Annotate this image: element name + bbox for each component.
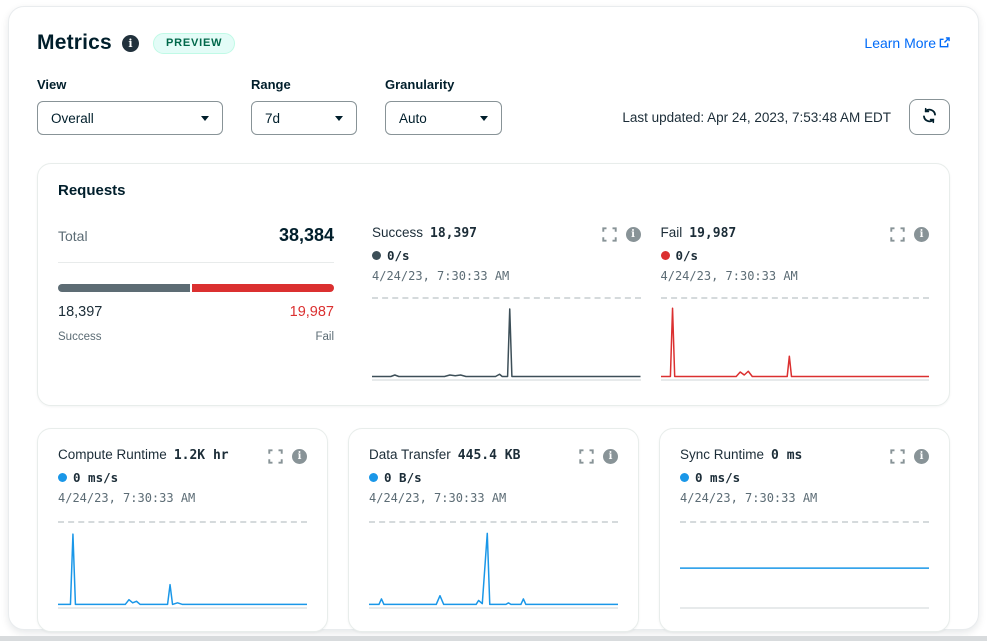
compute-runtime-rate: 0 ms/s	[73, 470, 119, 485]
learn-more-label: Learn More	[864, 35, 936, 51]
metrics-info-icon[interactable]: i	[121, 34, 139, 52]
max-gridline	[58, 521, 307, 523]
metrics-page: Metrics i PREVIEW Learn More View Overal…	[8, 6, 979, 632]
divider	[58, 262, 334, 263]
compute-runtime-timestamp: 4/24/23, 7:30:33 AM	[58, 491, 196, 505]
sync-runtime-rate: 0 ms/s	[695, 470, 741, 485]
range-label: Range	[251, 77, 291, 92]
metric-cards-row: Compute Runtime 1.2K hr 0 ms/s 4/24/23, …	[37, 428, 950, 632]
expand-icon[interactable]	[601, 227, 617, 247]
view-label: View	[37, 77, 67, 92]
data-transfer-timestamp: 4/24/23, 7:30:33 AM	[369, 491, 507, 505]
range-select-value: 7d	[265, 110, 281, 126]
success-timestamp: 4/24/23, 7:30:33 AM	[372, 269, 510, 283]
max-gridline	[369, 521, 618, 523]
compute-runtime-sparkline[interactable]	[58, 521, 307, 609]
chevron-down-icon	[335, 115, 343, 121]
max-gridline	[680, 521, 929, 523]
series-dot	[660, 251, 670, 260]
granularity-select[interactable]: Auto	[385, 101, 502, 135]
compute-runtime-value: 1.2K hr	[173, 448, 229, 463]
data-transfer-line	[369, 527, 618, 606]
max-gridline	[660, 297, 929, 299]
view-select-value: Overall	[51, 110, 94, 126]
compute-runtime-title: Compute Runtime	[58, 447, 167, 462]
external-link-icon	[939, 35, 950, 51]
page-header: Metrics i PREVIEW Learn More	[37, 31, 950, 55]
refresh-icon	[921, 107, 938, 127]
success-sparkline[interactable]	[372, 297, 641, 381]
success-chart-value: 18,397	[430, 226, 477, 241]
preview-badge: PREVIEW	[152, 32, 236, 54]
x-axis-baseline	[680, 607, 929, 609]
data-transfer-title: Data Transfer	[369, 447, 451, 462]
fail-chart-title: Fail	[660, 225, 683, 240]
view-select[interactable]: Overall	[37, 101, 223, 135]
x-axis-baseline	[372, 379, 641, 381]
requests-title: Requests	[58, 182, 126, 199]
info-icon[interactable]: i	[625, 227, 641, 242]
success-line	[372, 303, 641, 378]
data-transfer-sparkline[interactable]	[369, 521, 618, 609]
filter-controls: View Overall Range 7d Granularity Auto L…	[37, 77, 950, 135]
sync-runtime-value: 0 ms	[771, 448, 803, 463]
data-transfer-value: 445.4 KB	[457, 448, 521, 463]
info-icon[interactable]: i	[292, 449, 307, 464]
series-dot	[680, 473, 689, 482]
fail-line	[661, 303, 930, 378]
fail-rate: 0/s	[675, 248, 699, 263]
fail-timestamp: 4/24/23, 7:30:33 AM	[660, 269, 798, 283]
compute-runtime-card: Compute Runtime 1.2K hr 0 ms/s 4/24/23, …	[37, 428, 328, 632]
fail-chart-value: 19,987	[689, 226, 737, 241]
max-gridline	[372, 297, 641, 299]
sync-runtime-title: Sync Runtime	[680, 447, 765, 462]
chevron-down-icon	[480, 115, 488, 121]
granularity-label: Granularity	[385, 77, 455, 92]
success-rate: 0/s	[387, 248, 410, 263]
page-title: Metrics	[37, 31, 112, 54]
success-chart-title: Success	[372, 225, 424, 240]
success-count: 18,397	[58, 304, 103, 320]
sync-runtime-timestamp: 4/24/23, 7:30:33 AM	[680, 491, 818, 505]
total-label: Total	[58, 228, 88, 244]
total-value: 38,384	[278, 225, 334, 245]
compute-runtime-line	[58, 527, 307, 606]
expand-icon[interactable]	[579, 449, 594, 469]
requests-bar-fail	[192, 284, 334, 292]
info-icon[interactable]: i	[914, 227, 929, 242]
sync-runtime-line	[680, 527, 929, 606]
fail-sparkline[interactable]	[660, 297, 930, 381]
fail-count: 19,987	[289, 304, 334, 320]
series-dot	[369, 473, 378, 482]
data-transfer-card: Data Transfer 445.4 KB 0 B/s 4/24/23, 7:…	[348, 428, 639, 632]
success-label: Success	[58, 331, 102, 343]
info-icon[interactable]: i	[914, 449, 929, 464]
data-transfer-rate: 0 B/s	[384, 470, 422, 485]
expand-icon[interactable]	[890, 449, 905, 469]
range-select[interactable]: 7d	[251, 101, 357, 135]
requests-card: Requests Total 38,384 18,397 19,987 Succ…	[37, 163, 950, 406]
refresh-button[interactable]	[909, 99, 950, 135]
fail-chart-panel: Fail 19,987 0/s 4/24/23, 7:30:33 AM	[660, 225, 930, 381]
x-axis-baseline	[58, 607, 307, 609]
page-bottom-edge	[0, 636, 987, 641]
fail-label: Fail	[315, 331, 334, 343]
x-axis-baseline	[369, 607, 618, 609]
requests-bar-success	[58, 284, 191, 292]
expand-icon[interactable]	[268, 449, 283, 469]
sync-runtime-card: Sync Runtime 0 ms 0 ms/s 4/24/23, 7:30:3…	[659, 428, 950, 632]
requests-summary: Total 38,384 18,397 19,987 Success Fail	[58, 225, 334, 381]
info-icon[interactable]: i	[603, 449, 618, 464]
expand-icon[interactable]	[890, 227, 905, 247]
requests-ratio-bar	[58, 284, 334, 292]
granularity-select-value: Auto	[399, 110, 427, 126]
success-chart-panel: Success 18,397 0/s 4/24/23, 7:30:33 AM	[372, 225, 641, 381]
x-axis-baseline	[660, 379, 929, 381]
last-updated-text: Last updated: Apr 24, 2023, 7:53:48 AM E…	[622, 109, 891, 125]
sync-runtime-sparkline[interactable]	[680, 521, 929, 609]
series-dot	[58, 473, 67, 482]
series-dot	[372, 251, 381, 260]
learn-more-link[interactable]: Learn More	[864, 35, 950, 51]
chevron-down-icon	[201, 115, 209, 121]
